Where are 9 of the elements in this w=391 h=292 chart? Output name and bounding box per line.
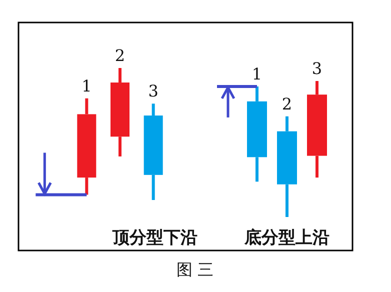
x-tick-label: 1 (252, 64, 262, 84)
x-axis-title: 底分型上沿 (244, 228, 330, 248)
x-tick-label: 2 (282, 94, 292, 114)
x-tick-label: 2 (114, 46, 126, 65)
x-axis-title: 顶分型下沿 (112, 228, 198, 248)
text: 图 三 (176, 260, 214, 279)
x-tick-label: 3 (148, 82, 158, 101)
x-tick-label: 1 (82, 76, 92, 96)
x-tick-label: 3 (312, 59, 322, 78)
